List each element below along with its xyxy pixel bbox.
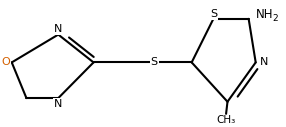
Text: 2: 2 (272, 14, 278, 23)
Text: N: N (259, 57, 268, 67)
Text: O: O (1, 57, 10, 67)
Text: S: S (151, 57, 158, 67)
Text: CH₃: CH₃ (217, 115, 236, 125)
Text: S: S (210, 9, 217, 19)
Text: NH: NH (256, 7, 273, 20)
Text: N: N (54, 24, 62, 34)
Text: N: N (54, 99, 62, 109)
